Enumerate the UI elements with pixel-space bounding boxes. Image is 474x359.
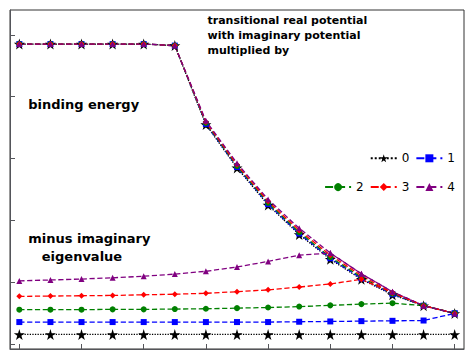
svg-text:2: 2 — [356, 180, 364, 194]
svg-text:multiplied by: multiplied by — [207, 44, 289, 57]
svg-text:binding energy: binding energy — [28, 97, 139, 112]
svg-text:3: 3 — [402, 180, 410, 194]
svg-text:minus imaginary: minus imaginary — [28, 231, 151, 246]
svg-text:4: 4 — [447, 180, 455, 194]
svg-text:transitional real potential: transitional real potential — [207, 14, 367, 27]
svg-text:with imaginary potential: with imaginary potential — [207, 29, 360, 42]
svg-text:eigenvalue: eigenvalue — [28, 249, 122, 264]
svg-text:0: 0 — [402, 151, 410, 165]
svg-text:1: 1 — [447, 151, 455, 165]
